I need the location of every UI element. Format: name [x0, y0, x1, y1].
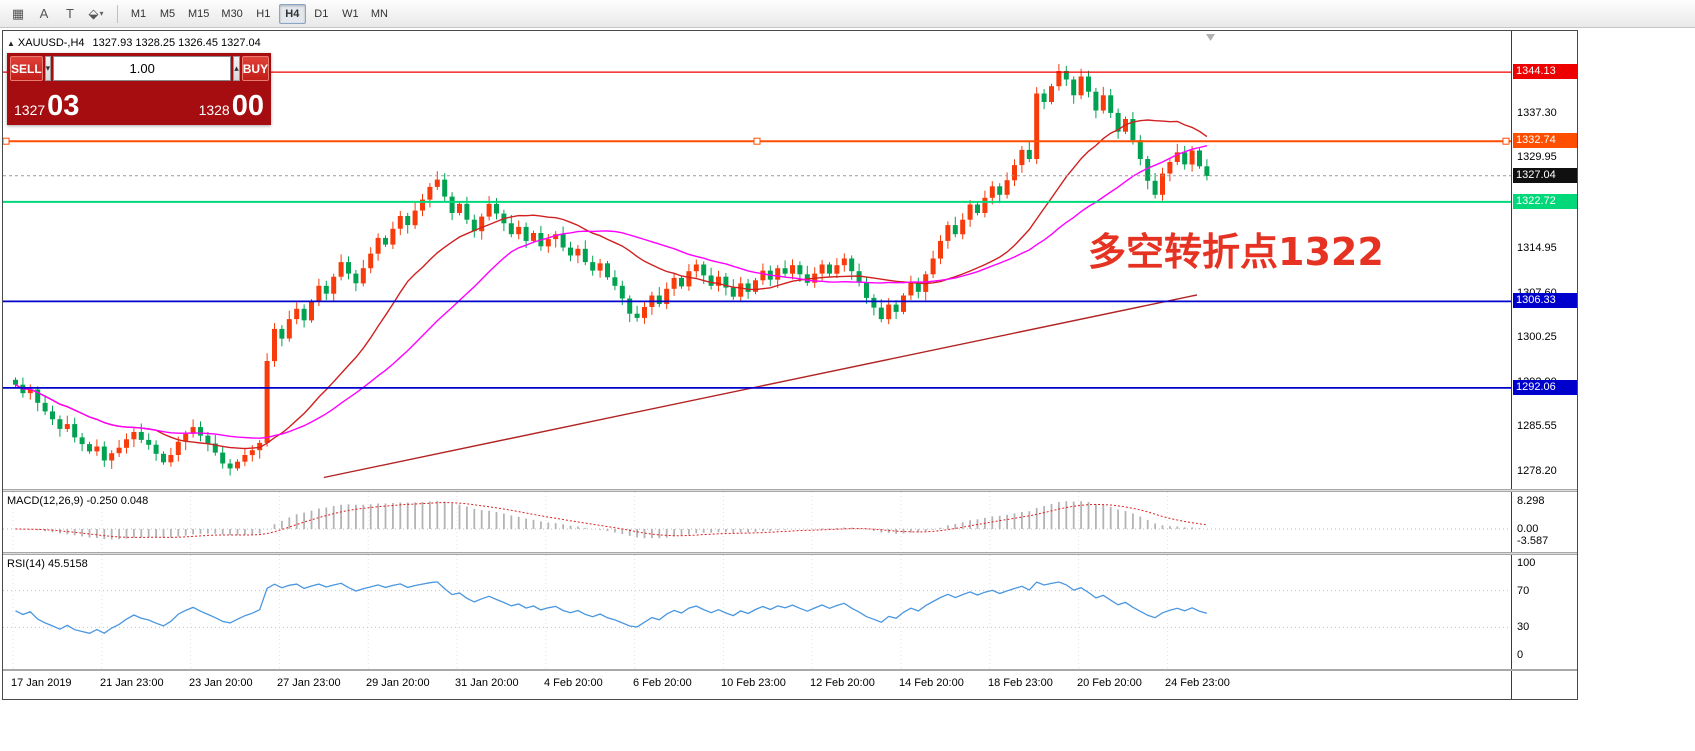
rsi-axis-label: 30 — [1517, 621, 1530, 633]
grid-icon[interactable]: ▦ — [11, 5, 25, 21]
symbol-name: XAUUSD-,H4 — [17, 37, 85, 49]
time-axis-label: 4 Feb 20:00 — [544, 677, 603, 689]
volume-input[interactable] — [53, 56, 232, 81]
text-label-icon[interactable]: A — [39, 6, 49, 21]
ohlc-values: 1327.93 1328.25 1326.45 1327.04 — [92, 37, 261, 49]
time-axis-label: 31 Jan 20:00 — [455, 677, 519, 689]
rsi-axis-label: 100 — [1517, 557, 1536, 569]
macd-axis: 8.298 0.00 -3.587 — [1511, 492, 1577, 552]
time-axis-label: 6 Feb 20:00 — [633, 677, 692, 689]
tool-icons: ▦ A T ⬙ ▾ — [6, 3, 110, 25]
time-axis: 17 Jan 2019 21 Jan 23:00 23 Jan 20:00 27 Ja… — [3, 671, 1577, 699]
macd-panel[interactable]: MACD(12,26,9) -0.250 0.048 — [3, 492, 1511, 552]
time-axis-labels[interactable]: 17 Jan 2019 21 Jan 23:00 23 Jan 20:00 27 Ja… — [3, 671, 1511, 699]
time-axis-label: 24 Feb 23:00 — [1165, 677, 1230, 689]
macd-axis-label: 0.00 — [1517, 523, 1539, 535]
toolbar-separator — [117, 4, 118, 23]
price-axis-label: 1329.95 — [1517, 151, 1557, 163]
time-axis-label: 29 Jan 20:00 — [366, 677, 430, 689]
time-axis-label: 20 Feb 20:00 — [1077, 677, 1142, 689]
rsi-axis-label: 0 — [1517, 649, 1524, 661]
price-axis: 1337.301329.951322.601314.951307.601300.… — [1511, 31, 1577, 489]
text-tool-icon[interactable]: T — [66, 6, 74, 21]
time-axis-corner — [1511, 671, 1577, 699]
toolbar: ▦ A T ⬙ ▾ M1 M5 M15 M30 H1 H4 D1 W1 MN — [0, 0, 1695, 28]
panel-splitter[interactable] — [3, 669, 1577, 671]
timeframe-m1[interactable]: M1 — [130, 7, 147, 20]
timeframe-d1[interactable]: D1 — [314, 7, 329, 20]
main-chart-plot[interactable]: ▲ XAUUSD-,H4 1327.93 1328.25 1326.45 1327.… — [3, 31, 1511, 489]
sell-price-main: 1327 — [14, 102, 46, 118]
price-axis-label: 1300.25 — [1517, 331, 1557, 343]
price-axis-label: 1337.30 — [1517, 107, 1557, 119]
panel-splitter[interactable] — [3, 552, 1577, 555]
time-axis-label: 18 Feb 23:00 — [988, 677, 1053, 689]
price-badge: 1306.33 — [1513, 293, 1577, 308]
price-axis-label: 1285.55 — [1517, 420, 1557, 432]
price-axis-label: 1278.20 — [1517, 465, 1557, 477]
timeframe-m5[interactable]: M5 — [159, 7, 176, 20]
volume-decrease-button[interactable]: ▾ — [44, 56, 52, 81]
expand-icon[interactable]: ▲ — [7, 39, 15, 48]
timeframe-h1[interactable]: H1 — [256, 7, 271, 20]
timeframe-h4[interactable]: H4 — [278, 3, 306, 24]
sell-price[interactable]: 1327 03 — [14, 92, 79, 121]
timeframe-w1[interactable]: W1 — [342, 7, 359, 20]
price-badge: 1344.13 — [1513, 64, 1577, 79]
shapes-dropdown-icon[interactable]: ⬙ ▾ — [88, 5, 104, 21]
rsi-axis: 100 70 30 0 — [1511, 555, 1577, 669]
time-axis-label: 21 Jan 23:00 — [100, 677, 164, 689]
macd-chart[interactable] — [3, 492, 1511, 552]
price-badge: 1292.06 — [1513, 380, 1577, 395]
time-axis-label: 23 Jan 20:00 — [189, 677, 253, 689]
buy-price[interactable]: 1328 00 — [199, 92, 264, 121]
macd-axis-label: -3.587 — [1517, 535, 1549, 547]
time-axis-label: 14 Feb 20:00 — [899, 677, 964, 689]
chart-window: ▲ XAUUSD-,H4 1327.93 1328.25 1326.45 1327.… — [2, 30, 1578, 700]
timeframe-m15[interactable]: M15 — [188, 7, 210, 20]
macd-label: MACD(12,26,9) -0.250 0.048 — [7, 495, 149, 507]
time-axis-label: 17 Jan 2019 — [11, 677, 72, 689]
price-badge: 1327.04 — [1513, 168, 1577, 183]
timeframe-m30[interactable]: M30 — [221, 7, 243, 20]
time-axis-label: 27 Jan 23:00 — [277, 677, 341, 689]
rsi-label: RSI(14) 45.5158 — [7, 558, 88, 570]
time-axis-label: 12 Feb 20:00 — [810, 677, 875, 689]
sell-price-pips: 03 — [47, 90, 80, 122]
macd-axis-label: 8.298 — [1517, 495, 1545, 507]
time-axis-label: 10 Feb 23:00 — [721, 677, 786, 689]
price-axis-label: 1314.95 — [1517, 242, 1557, 254]
candlestick-chart[interactable] — [3, 31, 1511, 489]
rsi-axis-label: 70 — [1517, 585, 1530, 597]
timeframe-buttons: M1 M5 M15 M30 H1 H4 D1 W1 MN — [125, 3, 395, 24]
buy-button[interactable]: BUY — [241, 56, 270, 81]
price-badge: 1322.72 — [1513, 194, 1577, 209]
rsi-chart[interactable] — [3, 555, 1511, 669]
symbol-header: ▲ XAUUSD-,H4 1327.93 1328.25 1326.45 1327.… — [7, 37, 261, 49]
sell-button[interactable]: SELL — [10, 56, 43, 81]
panel-splitter[interactable] — [3, 489, 1577, 492]
buy-price-main: 1328 — [198, 102, 230, 118]
chart-annotation: 多空转折点1322 — [1088, 230, 1384, 274]
rsi-panel[interactable]: RSI(14) 45.5158 — [3, 555, 1511, 669]
timeframe-mn[interactable]: MN — [370, 7, 388, 20]
price-badge: 1332.74 — [1513, 133, 1577, 148]
buy-price-pips: 00 — [231, 90, 264, 122]
volume-increase-button[interactable]: ▴ — [233, 56, 240, 81]
